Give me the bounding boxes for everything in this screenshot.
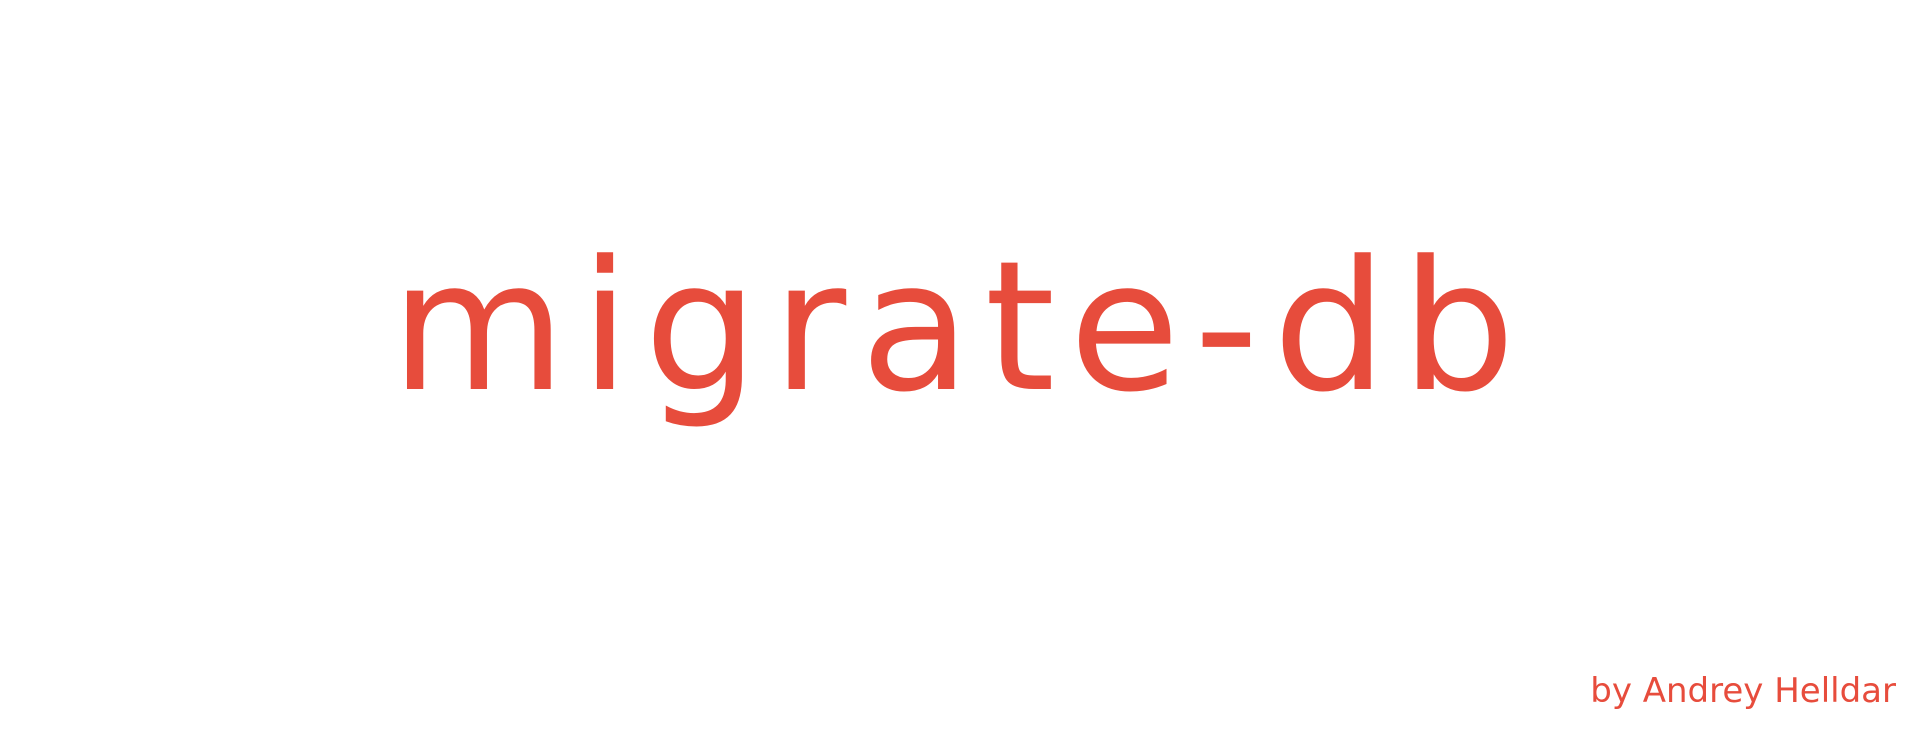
author-credit: by Andrey Helldar bbox=[1590, 671, 1896, 711]
project-title: migrate-db bbox=[390, 223, 1530, 432]
